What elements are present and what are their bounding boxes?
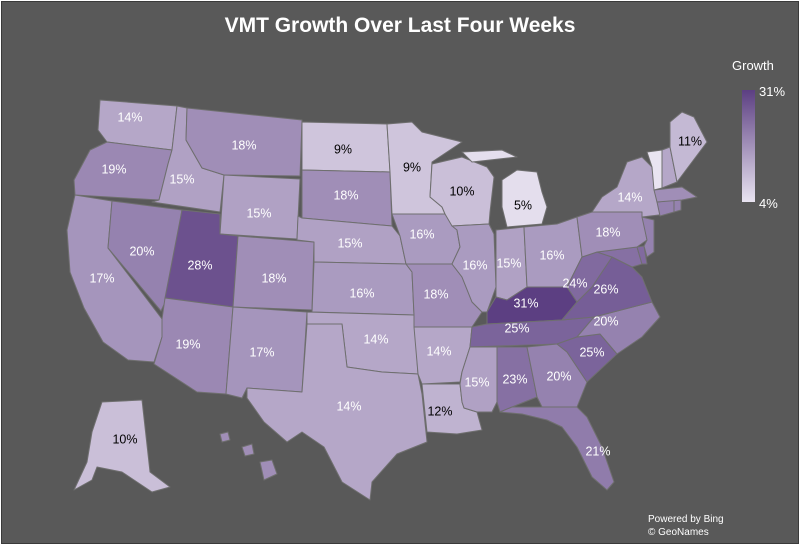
state-RI[interactable] (673, 199, 682, 213)
label-OK: 14% (363, 332, 388, 346)
legend-color-scale (742, 90, 755, 202)
label-WY: 15% (246, 206, 271, 220)
state-NJ[interactable] (641, 216, 655, 258)
label-AK: 10% (112, 432, 137, 446)
label-MS: 15% (464, 375, 489, 389)
label-NV: 20% (129, 244, 154, 258)
label-WV: 24% (562, 276, 587, 290)
label-UT: 28% (187, 258, 212, 272)
label-ID: 15% (169, 172, 194, 186)
state-MA[interactable] (653, 186, 698, 203)
label-VA: 26% (593, 282, 618, 296)
state-IL[interactable] (451, 223, 497, 313)
label-NY: 14% (617, 190, 642, 204)
state-HI[interactable] (219, 431, 278, 481)
map-title: VMT Growth Over Last Four Weeks (224, 14, 576, 37)
state-MI[interactable] (461, 149, 548, 228)
label-OH: 16% (539, 248, 564, 262)
legend-title: Growth (732, 58, 774, 73)
label-KY: 31% (513, 296, 538, 310)
label-MT: 18% (231, 138, 256, 152)
label-IN: 15% (496, 256, 521, 270)
label-PA: 18% (595, 225, 620, 239)
label-OR: 19% (101, 162, 126, 176)
state-FL[interactable] (499, 406, 615, 491)
label-ME: 11% (678, 134, 702, 148)
credit-bing: Powered by Bing (648, 514, 724, 525)
label-NE: 15% (337, 236, 362, 250)
label-IA: 16% (409, 227, 434, 241)
label-WI: 10% (449, 184, 474, 198)
label-CA: 17% (89, 271, 114, 285)
label-MI: 5% (514, 198, 532, 212)
label-MO: 18% (423, 287, 448, 301)
credit-geonames: © GeoNames (648, 527, 709, 538)
label-WA: 14% (117, 110, 142, 124)
legend-max-label: 31% (759, 84, 786, 99)
state-DE[interactable] (636, 245, 648, 265)
state-VT[interactable] (646, 149, 663, 191)
label-IL: 16% (462, 258, 487, 272)
map-credit: Powered by Bing © GeoNames (648, 513, 724, 539)
label-TN: 25% (504, 321, 529, 335)
label-NM: 17% (249, 345, 274, 359)
label-KS: 16% (349, 286, 374, 300)
state-AK[interactable] (73, 399, 171, 493)
state-ME[interactable] (669, 111, 708, 183)
label-SD: 18% (333, 188, 358, 202)
label-ND: 9% (334, 142, 352, 156)
state-CT[interactable] (656, 199, 675, 217)
state-TX[interactable] (246, 323, 428, 501)
label-GA: 20% (546, 369, 571, 383)
label-AL: 23% (502, 372, 527, 386)
state-value-labels: 14% 19% 17% 20% 15% 18% 15% 28% 19% 18% … (89, 110, 702, 458)
label-AZ: 19% (175, 337, 200, 351)
label-LA: 12% (427, 404, 452, 418)
label-CO: 18% (261, 271, 286, 285)
legend-min-label: 4% (759, 196, 778, 211)
label-SC: 25% (579, 345, 604, 359)
label-NC: 20% (593, 314, 618, 328)
label-FL: 21% (585, 444, 610, 458)
label-MN: 9% (403, 160, 421, 174)
label-TX: 14% (336, 399, 361, 413)
label-AR: 14% (426, 344, 451, 358)
